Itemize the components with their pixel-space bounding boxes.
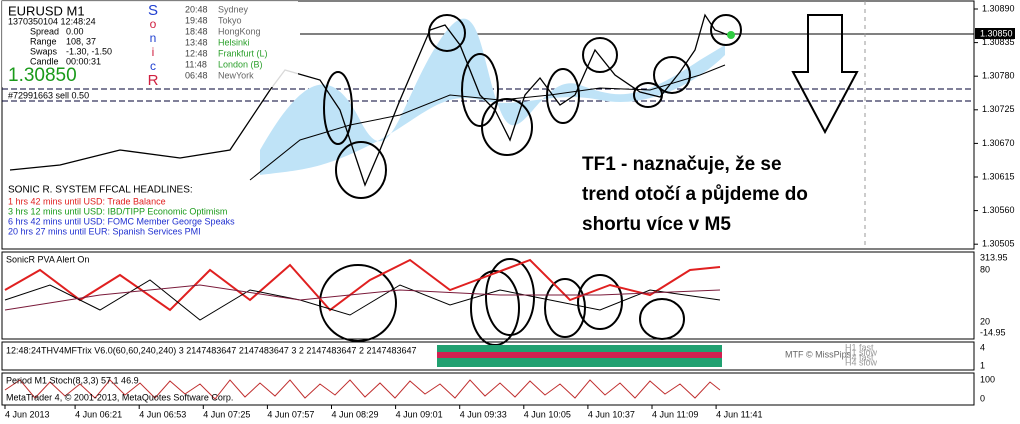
price-marker bbox=[975, 28, 1015, 39]
time-label: 4 Jun 11:41 bbox=[716, 409, 762, 419]
annotation-line: shortu více v M5 bbox=[582, 214, 731, 235]
price-label: 1.30725 bbox=[982, 104, 1015, 114]
session-name: Sydney bbox=[218, 4, 249, 14]
trix-line-label: H1 slow bbox=[845, 347, 878, 357]
session-name: HongKong bbox=[218, 26, 261, 36]
headlines-title: SONIC R. SYSTEM FFCAL HEADLINES: bbox=[8, 185, 193, 196]
trix-axis-label: 1 bbox=[980, 360, 985, 370]
info-value: -1.30, -1.50 bbox=[66, 46, 112, 56]
time-label: 4 Jun 10:37 bbox=[588, 409, 635, 419]
stoch-footer: MetaTrader 4, © 2001-2013, MetaQuotes So… bbox=[6, 392, 233, 402]
info-value: 0.00 bbox=[66, 26, 84, 36]
trix-axis-label: 4 bbox=[980, 342, 985, 352]
session-time: 12:48 bbox=[185, 48, 208, 58]
price-label: 1.30505 bbox=[982, 239, 1015, 249]
timestamp: 1370350104 12:48:24 bbox=[8, 16, 96, 26]
session-time: 13:48 bbox=[185, 37, 208, 47]
session-name: London (B) bbox=[218, 59, 263, 69]
session-time: 19:48 bbox=[185, 15, 208, 25]
pva-signal bbox=[4, 279, 721, 321]
time-label: 4 Jun 07:25 bbox=[203, 409, 250, 419]
session-time: 06:48 bbox=[185, 70, 208, 80]
pva-ma bbox=[4, 284, 721, 311]
sonic-letter: S bbox=[148, 2, 158, 19]
stoch-axis-label: 100 bbox=[980, 374, 995, 384]
pva-title: SonicR PVA Alert On bbox=[6, 254, 89, 264]
pva-axis-label: 313.95 bbox=[980, 252, 1008, 262]
info-value: 00:00:31 bbox=[66, 56, 101, 66]
trix-line-label: H4 slow bbox=[845, 357, 878, 367]
price-line bbox=[9, 13, 729, 187]
trix-panel bbox=[1, 341, 975, 371]
info-label: Range bbox=[30, 36, 57, 46]
time-label: 4 Jun 10:05 bbox=[524, 409, 571, 419]
info-value: 108, 37 bbox=[66, 36, 96, 46]
main-panel bbox=[1, 0, 975, 250]
session-name: Frankfurt (L) bbox=[218, 48, 268, 58]
info-label: Spread bbox=[30, 26, 59, 36]
sonic-letter: n bbox=[150, 31, 157, 45]
sonic-letter: c bbox=[150, 59, 156, 73]
price-label: 1.30560 bbox=[982, 205, 1015, 215]
info-label: Candle bbox=[30, 56, 59, 66]
info-label: Swaps bbox=[30, 46, 58, 56]
price-label: 1.30615 bbox=[982, 171, 1015, 181]
trix-line-label: H4 fast bbox=[845, 352, 874, 362]
pva-line bbox=[4, 258, 721, 312]
time-label: 4 Jun 09:01 bbox=[396, 409, 443, 419]
annotation-line: trend otočí a půjdeme do bbox=[582, 184, 808, 205]
price-label: 1.30890 bbox=[982, 3, 1015, 13]
price-label: 1.30780 bbox=[982, 71, 1015, 81]
session-name: Helsinki bbox=[218, 37, 250, 47]
stoch-line bbox=[4, 379, 721, 400]
order-label: #72991663 sell 0.50 bbox=[8, 90, 89, 100]
price-label: 1.30835 bbox=[982, 37, 1015, 47]
pva-axis-label: 80 bbox=[980, 264, 990, 274]
current-price-label: 1.30850 bbox=[980, 28, 1013, 38]
session-time: 20:48 bbox=[185, 4, 208, 14]
trix-title: 12:48:24THV4MFTrix V6.0(60,60,240,240) 3… bbox=[6, 345, 417, 355]
sonic-letter: o bbox=[150, 17, 157, 31]
price-dot bbox=[727, 31, 735, 39]
trix-line-label: H1 fast bbox=[845, 342, 874, 352]
time-label: 4 Jun 07:57 bbox=[267, 409, 314, 419]
time-label: 4 Jun 08:29 bbox=[332, 409, 379, 419]
pva-axis-label: -14.95 bbox=[980, 327, 1006, 337]
annotation-line: TF1 - naznačuje, že se bbox=[582, 154, 782, 175]
stoch-title: Period M1 Stoch(8,3,3) 57.1 46.9 bbox=[6, 375, 139, 385]
session-name: Tokyo bbox=[218, 15, 242, 25]
ma-ribbon bbox=[260, 18, 725, 175]
time-label: 4 Jun 06:53 bbox=[139, 409, 186, 419]
info-box bbox=[2, 1, 298, 87]
current-price: 1.30850 bbox=[8, 65, 77, 86]
headline: 1 hrs 42 mins until USD: Trade Balance bbox=[8, 196, 166, 206]
headline: 20 hrs 27 mins until EUR: Spanish Servic… bbox=[8, 226, 201, 236]
price-label: 1.30670 bbox=[982, 138, 1015, 148]
sonic-letter: R bbox=[148, 72, 159, 89]
pva-panel bbox=[1, 251, 975, 340]
time-label: 4 Jun 09:33 bbox=[460, 409, 507, 419]
trix-credit: MTF © MissPips bbox=[785, 349, 852, 359]
time-label: 4 Jun 11:09 bbox=[652, 409, 698, 419]
headline: 6 hrs 42 mins until USD: FOMC Member Geo… bbox=[8, 216, 235, 226]
headline: 3 hrs 12 mins until USD: IBD/TIPP Econom… bbox=[8, 206, 227, 216]
pva-axis-label: 20 bbox=[980, 316, 990, 326]
stoch-panel bbox=[1, 372, 975, 406]
time-label: 4 Jun 06:21 bbox=[75, 409, 122, 419]
session-name: NewYork bbox=[218, 70, 254, 80]
time-label: 4 Jun 2013 bbox=[5, 409, 50, 419]
session-time: 18:48 bbox=[185, 26, 208, 36]
symbol: EURUSD M1 bbox=[8, 3, 85, 18]
sonic-letter: i bbox=[152, 45, 155, 59]
trix-bar bbox=[437, 352, 722, 358]
session-time: 11:48 bbox=[185, 59, 207, 69]
stoch-axis-label: 0 bbox=[980, 393, 985, 403]
